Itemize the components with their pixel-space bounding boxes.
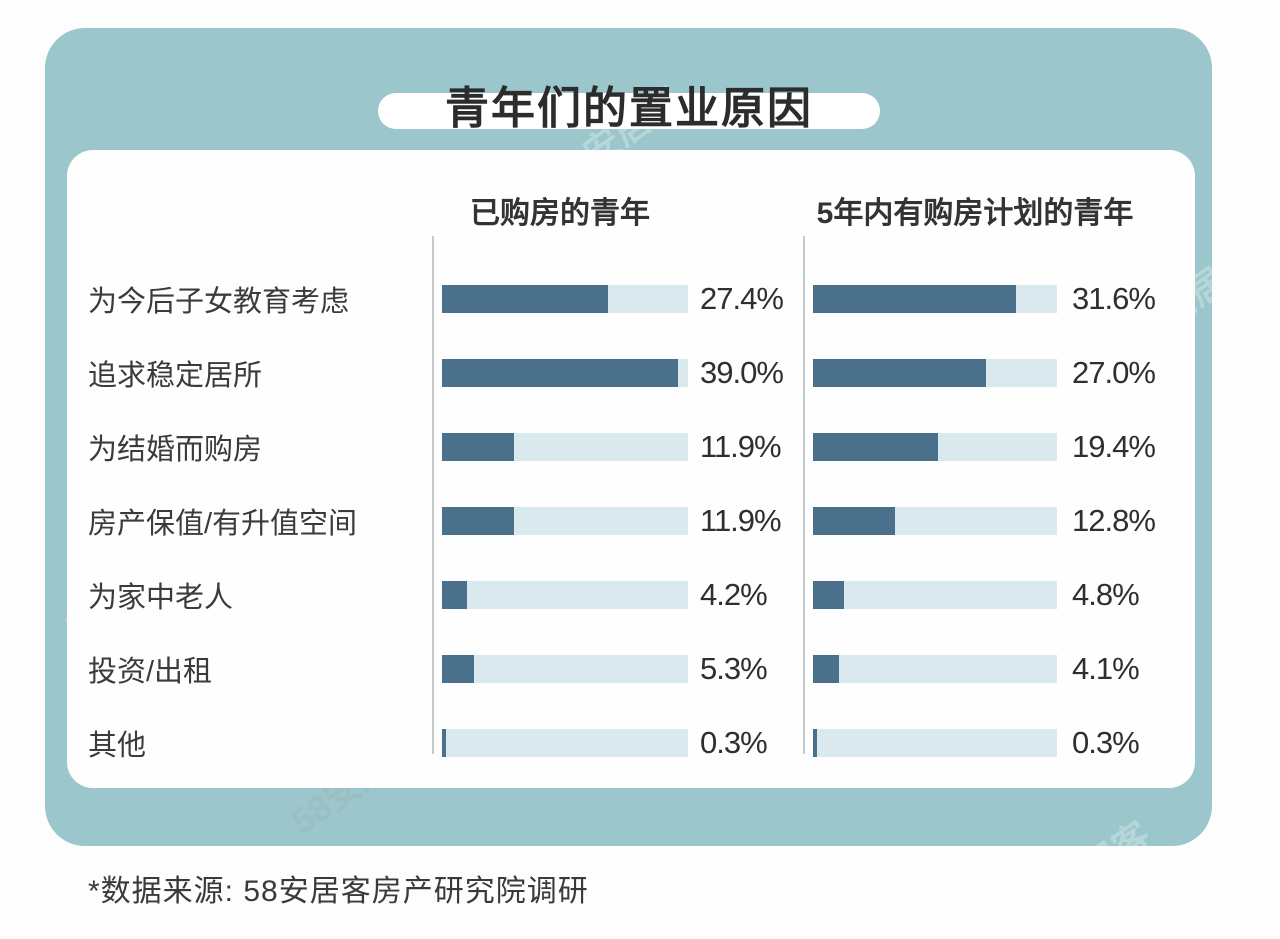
bar-fill bbox=[442, 581, 468, 609]
bar-fill bbox=[813, 655, 840, 683]
bar-fill bbox=[813, 729, 817, 757]
value-label: 27.0% bbox=[1072, 355, 1156, 390]
chart-row: 追求稳定居所 39.0% 27.0% bbox=[67, 336, 1195, 410]
bar-track bbox=[813, 285, 1057, 313]
bar-track bbox=[442, 285, 688, 313]
chart-row: 为家中老人 4.2% 4.8% bbox=[67, 558, 1195, 632]
category-label: 为今后子女教育考虑 bbox=[88, 286, 350, 318]
bar-fill bbox=[442, 285, 609, 313]
bar-track bbox=[813, 433, 1057, 461]
value-label: 27.4% bbox=[700, 281, 784, 316]
bar-fill bbox=[813, 285, 1016, 313]
bar-track bbox=[813, 359, 1057, 387]
bar-track bbox=[813, 729, 1057, 757]
bar-track bbox=[442, 729, 688, 757]
value-label: 11.9% bbox=[700, 429, 782, 464]
chart-row: 其他 0.3% 0.3% bbox=[67, 706, 1195, 780]
value-label: 4.2% bbox=[700, 577, 768, 612]
chart-row: 投资/出租 5.3% 4.1% bbox=[67, 632, 1195, 706]
value-label: 0.3% bbox=[1072, 725, 1140, 760]
bar-fill bbox=[442, 729, 446, 757]
value-label: 11.9% bbox=[700, 503, 782, 538]
chart-row: 房产保值/有升值空间 11.9% 12.8% bbox=[67, 484, 1195, 558]
value-label: 19.4% bbox=[1072, 429, 1156, 464]
bar-track bbox=[813, 581, 1057, 609]
bar-track bbox=[442, 507, 688, 535]
bar-track bbox=[813, 507, 1057, 535]
bar-fill bbox=[813, 359, 987, 387]
axis-line-left bbox=[432, 236, 434, 754]
chart-row: 为结婚而购房 11.9% 19.4% bbox=[67, 410, 1195, 484]
value-label: 4.8% bbox=[1072, 577, 1140, 612]
column-header-planning: 5年内有购房计划的青年 bbox=[816, 197, 1134, 230]
value-label: 39.0% bbox=[700, 355, 784, 390]
chart-rows: 为今后子女教育考虑 27.4% 31.6% 追求稳定居所 39.0% 27.0% 为结婚而购… bbox=[67, 262, 1195, 780]
data-source-note: *数据来源: 58安居客房产研究院调研 bbox=[88, 875, 589, 908]
chart-row: 为今后子女教育考虑 27.4% 31.6% bbox=[67, 262, 1195, 336]
bar-fill bbox=[442, 433, 515, 461]
value-label: 12.8% bbox=[1072, 503, 1156, 538]
bar-track bbox=[442, 359, 688, 387]
page-title: 青年们的置业原因 bbox=[445, 84, 813, 133]
bar-fill bbox=[813, 507, 896, 535]
category-label: 其他 bbox=[88, 730, 147, 762]
bar-fill bbox=[442, 359, 679, 387]
title-pill bbox=[378, 93, 880, 129]
value-label: 4.1% bbox=[1072, 651, 1140, 686]
bar-fill bbox=[813, 581, 844, 609]
value-label: 5.3% bbox=[700, 651, 768, 686]
chart-panel: 已购房的青年 5年内有购房计划的青年 为今后子女教育考虑 27.4% 31.6% 追求… bbox=[67, 150, 1195, 788]
column-header-owned: 已购房的青年 bbox=[470, 197, 650, 230]
bar-track bbox=[442, 655, 688, 683]
category-label: 为家中老人 bbox=[88, 582, 234, 614]
category-label: 为结婚而购房 bbox=[88, 434, 263, 466]
value-label: 0.3% bbox=[700, 725, 768, 760]
category-label: 投资/出租 bbox=[88, 656, 213, 688]
value-label: 31.6% bbox=[1072, 281, 1156, 316]
bar-fill bbox=[442, 655, 475, 683]
bar-fill bbox=[442, 507, 515, 535]
category-label: 房产保值/有升值空间 bbox=[88, 508, 358, 540]
bar-fill bbox=[813, 433, 938, 461]
category-label: 追求稳定居所 bbox=[88, 360, 263, 392]
bar-track bbox=[813, 655, 1057, 683]
axis-line-right bbox=[803, 236, 805, 754]
bar-track bbox=[442, 433, 688, 461]
bar-track bbox=[442, 581, 688, 609]
